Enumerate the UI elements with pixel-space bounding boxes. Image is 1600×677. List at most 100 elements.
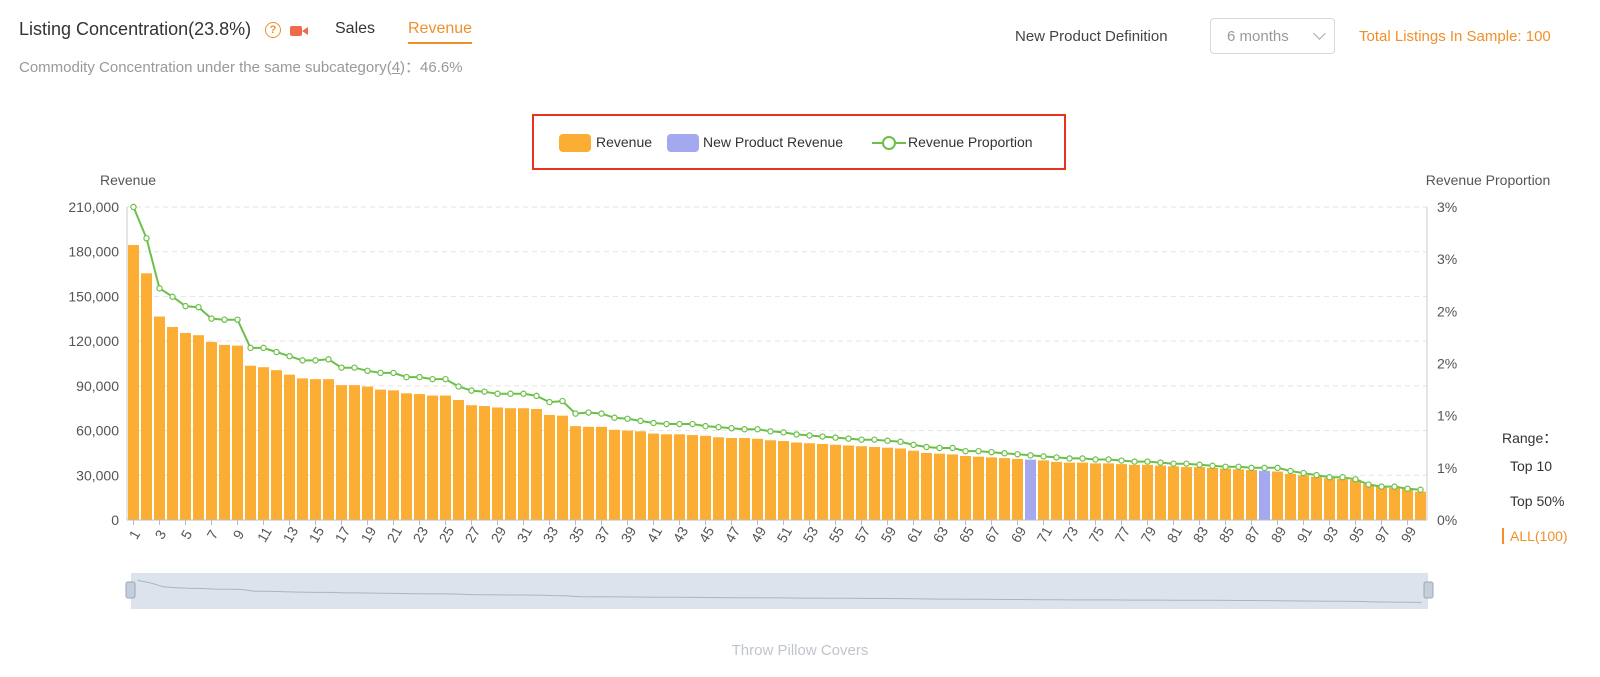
legend-new-product-swatch[interactable] <box>667 134 699 152</box>
new-product-definition-select[interactable]: 6 months <box>1210 18 1335 54</box>
bar-revenue <box>401 393 412 520</box>
proportion-point <box>468 387 475 394</box>
bar-revenue <box>245 365 256 520</box>
proportion-point <box>1248 464 1255 472</box>
x-tick-label: 99 <box>1398 524 1420 546</box>
proportion-point <box>260 344 267 352</box>
x-tick-label: 35 <box>566 524 588 546</box>
bar-revenue <box>1311 476 1322 520</box>
y2-tick-label: 2% <box>1437 303 1457 319</box>
proportion-point <box>689 420 696 428</box>
proportion-point <box>1157 459 1164 466</box>
legend-revenue-swatch[interactable] <box>559 134 591 152</box>
proportion-line <box>132 206 1421 491</box>
y2-tick-label: 2% <box>1437 356 1457 372</box>
proportion-point <box>1287 467 1294 475</box>
legend-proportion-swatch[interactable] <box>870 133 910 153</box>
bar-revenue <box>505 408 516 520</box>
bar-revenue <box>830 444 841 520</box>
bar-revenue <box>973 456 984 520</box>
x-tick-label: 7 <box>203 527 221 542</box>
x-tick-label: 65 <box>956 524 978 546</box>
proportion-point <box>143 235 150 242</box>
bar-revenue <box>713 437 724 520</box>
proportion-point <box>494 390 501 397</box>
bar-revenue <box>518 408 529 520</box>
proportion-point <box>611 414 618 421</box>
x-tick-label: 29 <box>488 524 510 546</box>
y-tick-label: 150,000 <box>68 288 119 304</box>
bar-revenue <box>895 448 906 520</box>
page-title: Listing Concentration(23.8%) <box>19 19 252 39</box>
bar-revenue <box>661 434 672 520</box>
range-top-10[interactable]: Top 10 <box>1510 458 1553 474</box>
x-tick-label: 17 <box>332 524 354 546</box>
total-listings: Total Listings In Sample: 100 <box>1359 28 1551 45</box>
x-tick-label: 91 <box>1294 524 1316 546</box>
y-tick-label: 30,000 <box>76 467 119 483</box>
proportion-point <box>1066 455 1073 462</box>
proportion-point <box>897 438 904 445</box>
tab-revenue[interactable]: Revenue <box>408 20 473 44</box>
tab-sales[interactable]: Sales <box>335 20 376 37</box>
subtitle-prefix: Commodity Concentration under the same s… <box>19 59 392 76</box>
bar-revenue <box>674 434 685 520</box>
x-tick-label: 19 <box>358 524 380 546</box>
proportion-point <box>858 436 865 443</box>
bar-revenue <box>1168 466 1179 520</box>
proportion-point <box>585 409 592 416</box>
proportion-point <box>1326 474 1333 481</box>
proportion-point <box>299 357 306 364</box>
subcategory-link[interactable]: 4 <box>391 59 401 76</box>
proportion-point <box>195 303 202 311</box>
bar-revenue <box>1194 467 1205 520</box>
x-tick-label: 87 <box>1242 524 1264 546</box>
proportion-point <box>130 203 137 211</box>
bar-revenue <box>765 440 776 520</box>
range-all[interactable]: ALL(100) <box>1502 528 1568 544</box>
bar-revenue <box>843 445 854 520</box>
proportion-point <box>806 432 813 439</box>
bar-revenue <box>1389 487 1400 520</box>
x-tick-label: 3 <box>151 527 169 542</box>
proportion-point <box>975 447 982 455</box>
bar-revenue <box>466 405 477 520</box>
bar-revenue <box>947 454 958 520</box>
range-top-50[interactable]: Top 50% <box>1510 493 1565 509</box>
bar-revenue <box>531 408 542 520</box>
x-tick-label: 81 <box>1164 524 1186 546</box>
proportion-point <box>949 444 956 452</box>
proportion-point <box>416 373 423 381</box>
proportion-point <box>780 429 787 436</box>
proportion-point <box>559 397 566 405</box>
category-label: Throw Pillow Covers <box>731 642 869 659</box>
proportion-point <box>598 410 605 417</box>
proportion-point <box>819 433 826 440</box>
video-camera-icon[interactable] <box>290 26 308 36</box>
bar-revenue <box>1285 473 1296 520</box>
bar-revenue <box>1155 465 1166 520</box>
proportion-point <box>1417 486 1424 493</box>
proportion-point <box>182 302 189 310</box>
legend-proportion-label[interactable]: Revenue Proportion <box>908 134 1033 150</box>
y2-axis-title: Revenue Proportion <box>1426 172 1551 188</box>
question-circle-icon[interactable]: ? <box>265 22 281 38</box>
bar-revenue <box>1415 491 1426 520</box>
bar-revenue <box>1207 467 1218 520</box>
proportion-point <box>481 388 488 395</box>
bar-revenue <box>726 438 737 520</box>
legend-revenue-label[interactable]: Revenue <box>596 134 653 150</box>
proportion-point <box>1274 464 1281 472</box>
proportion-point <box>1040 453 1047 460</box>
proportion-point <box>624 415 631 422</box>
x-tick-label: 75 <box>1086 524 1108 546</box>
zoom-slider-preview <box>137 579 1422 603</box>
proportion-point <box>702 422 709 430</box>
legend-new-product-label[interactable]: New Product Revenue <box>703 134 844 150</box>
bar-revenue <box>869 446 880 520</box>
y2-tick-label: 3% <box>1437 251 1457 267</box>
y-tick-label: 0 <box>111 512 119 528</box>
bar-revenue <box>583 426 594 520</box>
bar-revenue <box>700 435 711 520</box>
proportion-point <box>1131 458 1138 465</box>
